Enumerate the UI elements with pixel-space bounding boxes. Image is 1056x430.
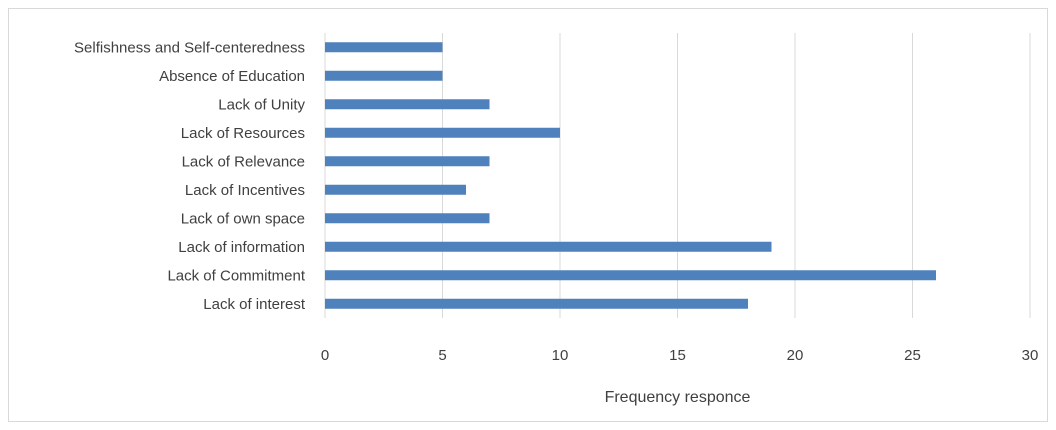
bar xyxy=(325,42,443,53)
x-tick-label: 25 xyxy=(904,347,921,364)
category-label: Lack of Unity xyxy=(218,96,305,113)
category-label: Selfishness and Self-centeredness xyxy=(74,39,305,56)
x-tick-label: 15 xyxy=(669,347,686,364)
chart-frame xyxy=(8,8,1048,422)
category-label: Lack of information xyxy=(178,239,305,256)
bar xyxy=(325,184,466,195)
bar xyxy=(325,70,443,81)
bar xyxy=(325,213,490,224)
category-label: Absence of Education xyxy=(159,68,305,85)
bar xyxy=(325,99,490,110)
bar xyxy=(325,156,490,167)
bar xyxy=(325,270,936,281)
category-label: Lack of interest xyxy=(203,296,306,313)
category-labels: Selfishness and Self-centeredness Absence… xyxy=(74,39,306,313)
category-label: Lack of own space xyxy=(181,210,305,227)
x-tick-label: 5 xyxy=(438,347,446,364)
category-label: Lack of Incentives xyxy=(185,182,305,199)
category-label: Lack of Commitment xyxy=(167,267,305,284)
x-tick-labels: 0 5 10 15 20 25 30 xyxy=(321,347,1039,364)
x-axis-title: Frequency responce xyxy=(605,389,751,406)
bar xyxy=(325,298,748,309)
x-tick-label: 20 xyxy=(787,347,804,364)
bar xyxy=(325,241,772,252)
x-tick-label: 0 xyxy=(321,347,329,364)
x-tick-label: 10 xyxy=(552,347,569,364)
category-label: Lack of Resources xyxy=(181,125,305,142)
x-tick-label: 30 xyxy=(1022,347,1039,364)
category-label: Lack of Relevance xyxy=(182,153,305,170)
bar xyxy=(325,127,560,138)
bars xyxy=(325,42,936,309)
